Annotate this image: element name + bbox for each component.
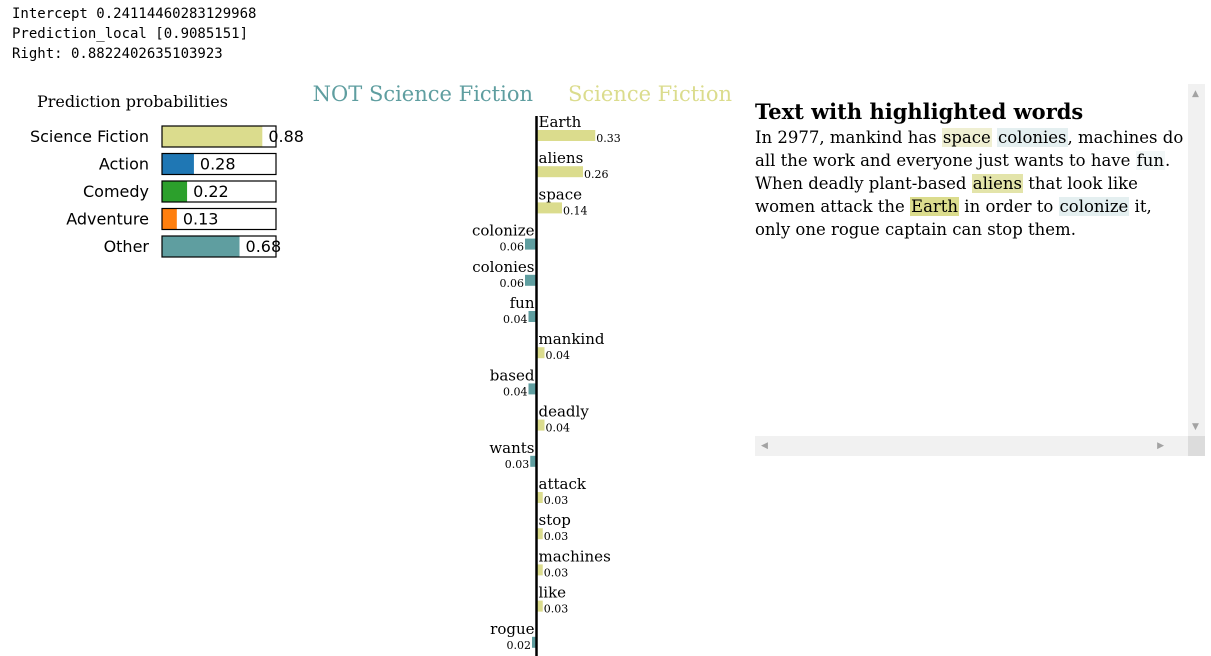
explanation-charts: Prediction probabilities Science Fiction…	[30, 82, 732, 656]
feature-word: colonize	[472, 222, 535, 240]
feature-bar	[537, 564, 543, 576]
feature-bar	[537, 202, 562, 214]
feature-bar	[537, 130, 596, 141]
highlighted-word: aliens	[971, 174, 1024, 193]
proba-bar	[162, 126, 263, 147]
feature-value: 0.04	[503, 313, 528, 326]
highlighted-word: space	[941, 128, 992, 147]
highlighted-text-panel[interactable]: Text with highlighted words In 2977, man…	[755, 84, 1205, 456]
feature-word: aliens	[539, 149, 584, 167]
feature-word: machines	[539, 547, 611, 565]
feature-value: 0.14	[563, 204, 588, 217]
feature-bar	[537, 347, 545, 359]
proba-value-label: 0.28	[200, 155, 236, 174]
feature-value: 0.03	[544, 566, 569, 579]
scrollbar-corner	[1188, 436, 1205, 456]
proba-bar	[162, 236, 240, 257]
feature-word: space	[539, 185, 583, 203]
feature-word: stop	[539, 511, 571, 529]
proba-bar	[162, 181, 188, 202]
feature-value: 0.03	[544, 530, 569, 543]
positive-class-label: Science Fiction	[568, 82, 732, 106]
feature-bar	[525, 238, 536, 250]
text-panel-body: In 2977, mankind has space colonies, mac…	[755, 128, 1184, 239]
feature-bar	[532, 636, 536, 648]
proba-bar-outline	[161, 180, 277, 203]
scroll-up-icon[interactable]: ▲	[1192, 89, 1199, 99]
proba-value-label: 0.22	[193, 182, 229, 201]
highlighted-word: Earth	[910, 197, 960, 216]
feature-word: fun	[510, 294, 535, 312]
feature-bar	[537, 492, 543, 503]
feature-bar	[528, 383, 536, 395]
highlighted-word: colonies	[997, 128, 1068, 147]
feature-word: wants	[489, 439, 534, 457]
horizontal-scrollbar[interactable]: ◀ ▶	[755, 436, 1188, 456]
feature-bar	[528, 311, 536, 322]
proba-value-label: 0.13	[183, 210, 219, 229]
feature-value: 0.26	[584, 168, 609, 181]
proba-category-label: Adventure	[66, 210, 149, 229]
feature-word: attack	[539, 475, 587, 493]
feature-word: rogue	[490, 620, 534, 638]
proba-value-label: 0.68	[246, 237, 282, 256]
proba-category-label: Comedy	[83, 182, 149, 201]
feature-value: 0.03	[544, 603, 569, 616]
feature-weights-chart: NOT Science Fiction Science Fiction Eart…	[313, 82, 732, 656]
proba-value-label: 0.88	[268, 127, 304, 146]
feature-word: deadly	[539, 403, 590, 421]
highlighted-text-content: Text with highlighted words In 2977, man…	[755, 98, 1185, 241]
scroll-down-icon[interactable]: ▼	[1192, 422, 1199, 432]
feature-value: 0.06	[500, 241, 525, 254]
feature-value: 0.04	[546, 349, 571, 362]
feature-bar	[537, 600, 543, 612]
scroll-right-icon[interactable]: ▶	[1157, 441, 1164, 451]
feature-bar	[537, 166, 583, 178]
feature-bar	[537, 419, 545, 431]
proba-bar	[162, 208, 177, 230]
right-line: Right: 0.8822402635103923	[12, 46, 223, 62]
proba-title: Prediction probabilities	[37, 92, 228, 111]
proba-category-label: Science Fiction	[30, 127, 149, 146]
proba-bar-outline	[161, 152, 277, 176]
highlighted-word: colonize	[1058, 197, 1130, 216]
feature-word: colonies	[472, 258, 534, 276]
feature-value: 0.33	[596, 132, 621, 145]
scroll-left-icon[interactable]: ◀	[761, 441, 768, 451]
proba-bar-outline	[161, 207, 277, 231]
feature-value: 0.03	[505, 458, 530, 471]
negative-class-label: NOT Science Fiction	[313, 82, 533, 106]
feature-bar	[525, 274, 536, 286]
feature-value: 0.03	[544, 494, 569, 507]
text-panel-title: Text with highlighted words	[755, 99, 1084, 124]
feature-word: based	[490, 366, 535, 384]
vertical-scrollbar[interactable]: ▲ ▼	[1188, 84, 1205, 436]
feature-bar	[530, 455, 536, 467]
proba-bar	[162, 153, 194, 175]
feature-word: mankind	[539, 330, 605, 348]
feature-value: 0.06	[500, 277, 525, 290]
proba-bar-outline	[161, 125, 277, 148]
highlighted-word: fun	[1135, 151, 1165, 170]
feature-value: 0.04	[546, 422, 571, 435]
feature-value: 0.04	[503, 385, 528, 398]
feature-word: Earth	[539, 113, 582, 131]
feature-value: 0.02	[507, 639, 532, 652]
proba-category-label: Other	[104, 237, 150, 256]
feature-bar	[537, 528, 543, 540]
prediction-probabilities-chart: Prediction probabilities Science Fiction…	[30, 92, 304, 258]
prediction-local-line: Prediction_local [0.9085151]	[12, 26, 249, 42]
proba-bar-outline	[161, 235, 277, 258]
intercept-line: Intercept 0.24114460283129968	[12, 6, 257, 22]
proba-category-label: Action	[99, 155, 149, 174]
feature-word: like	[539, 584, 567, 602]
